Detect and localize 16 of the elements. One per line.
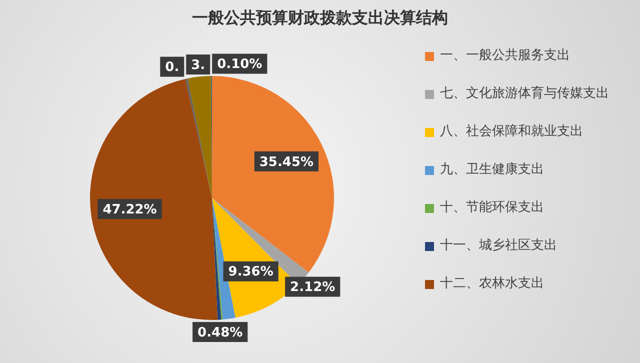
data-label: 3. (191, 58, 206, 73)
data-label: 9.36% (228, 264, 274, 280)
chart-title: 一般公共预算财政拨款支出决算结构 (191, 8, 449, 29)
data-label: 0.10% (217, 57, 262, 72)
data-label: 2.12% (290, 280, 336, 296)
data-label: 0. (165, 60, 180, 76)
data-label: 47.22% (102, 202, 157, 218)
legend-label: 十二、农林水支出 (440, 276, 544, 292)
legend-label: 十一、城乡社区支出 (440, 238, 557, 254)
legend-label: 十、节能环保支出 (440, 200, 544, 216)
legend-label: 八、社会保障和就业支出 (440, 124, 583, 140)
data-label: 35.45% (259, 154, 314, 170)
data-label: 0.48% (198, 325, 243, 340)
legend-label: 一、一般公共服务支出 (440, 48, 570, 64)
legend-label: 九、卫生健康支出 (440, 162, 544, 178)
legend-label: 七、文化旅游体育与传媒支出 (440, 86, 609, 102)
